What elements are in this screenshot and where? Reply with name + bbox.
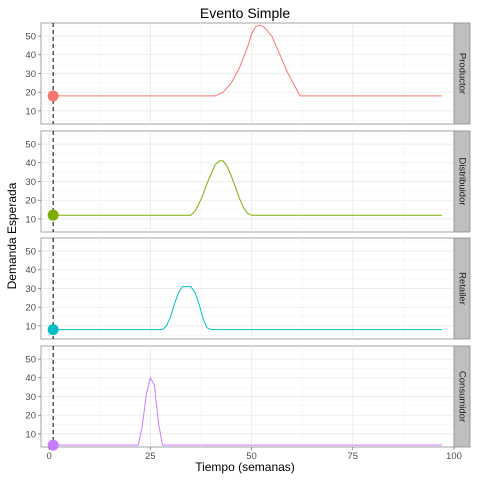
facet-panel-retailer: 10 20 30 40 50 Retailer [25,237,471,340]
y-tick-label: 20 [25,88,36,99]
facet-strip-label: Consumidor [457,371,468,422]
y-tick-label: 40 [25,158,36,169]
series-line-retailer [53,286,442,331]
facet-strip [453,130,471,233]
x-axis: 0 25 50 75 100 [46,447,462,462]
y-tick-label: 50 [25,139,36,150]
facet-strip-label: Productor [457,53,468,94]
y-tick-label: 20 [25,196,36,207]
facet-strip [453,22,471,125]
facet-strip [453,345,471,448]
facet-strip-label: Retailer [457,272,468,305]
y-axis-title: Demanda Esperada [5,182,19,289]
y-tick-label: 10 [25,106,36,117]
series-line-consumidor [53,377,442,446]
chart-title: Evento Simple [200,5,290,21]
series-marker-consumidor [47,439,59,451]
series-line-distribuidor [53,160,442,216]
facet-strip [453,237,471,340]
y-tick-label: 10 [25,429,36,440]
x-tick-label: 100 [446,451,462,462]
y-tick-label: 10 [25,321,36,332]
facet-panel-productor: 10 20 30 40 50 Productor [25,22,471,125]
x-axis-title: Tiempo (semanas) [195,460,295,474]
x-tick-label: 75 [347,451,358,462]
series-marker-productor [47,90,59,102]
facet-panel-distribuidor: 10 20 30 40 50 Distribuidor [25,130,471,233]
y-tick-label: 20 [25,411,36,422]
y-tick-label: 30 [25,69,36,80]
y-tick-label: 30 [25,284,36,295]
y-tick-label: 50 [25,31,36,42]
y-tick-label: 50 [25,354,36,365]
series-marker-retailer [47,324,59,336]
y-tick-label: 40 [25,373,36,384]
y-tick-label: 20 [25,303,36,314]
x-tick-label: 50 [246,451,257,462]
y-tick-label: 10 [25,214,36,225]
series-marker-distribuidor [47,209,59,221]
y-tick-label: 40 [25,265,36,276]
y-tick-label: 50 [25,246,36,257]
y-tick-label: 40 [25,50,36,61]
y-tick-label: 30 [25,392,36,403]
x-tick-label: 0 [46,451,51,462]
facet-strip-label: Distribuidor [457,157,468,205]
facet-panel-consumidor: 10 20 30 40 50 Consumidor [25,345,471,451]
x-tick-label: 25 [145,451,156,462]
series-line-productor [53,24,442,97]
facet-panels: 10 20 30 40 50 Productor 10 20 30 40 50 Distribuido… [25,22,471,451]
y-tick-label: 30 [25,177,36,188]
